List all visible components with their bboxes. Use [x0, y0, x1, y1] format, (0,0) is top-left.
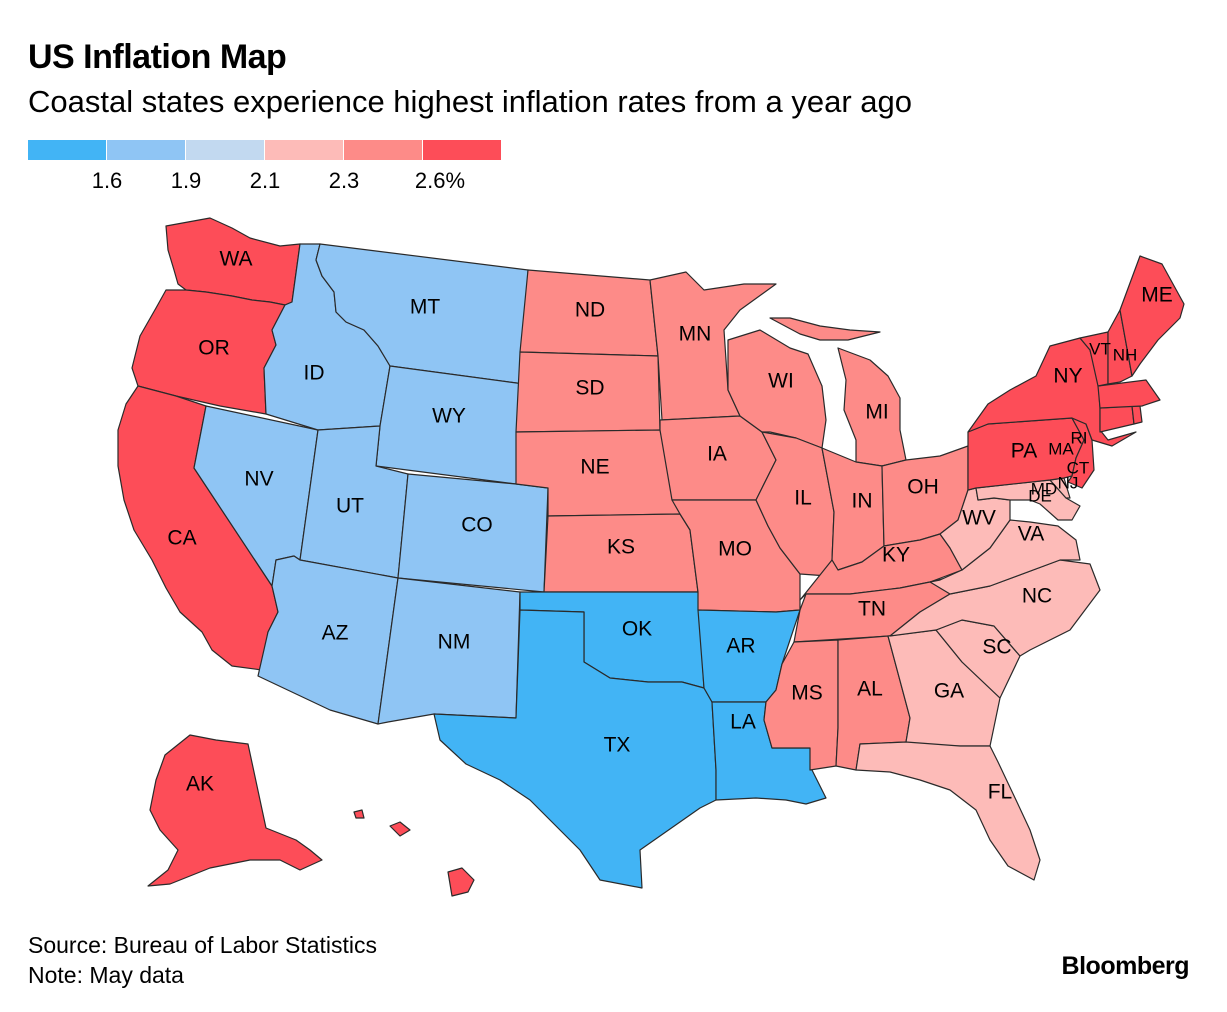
state-wy [375, 365, 525, 485]
state-label-id: ID [304, 362, 325, 385]
bloomberg-logo: Bloomberg [1061, 952, 1190, 980]
state-label-ga: GA [934, 680, 964, 703]
state-label-fl: FL [988, 781, 1013, 804]
state-label-nj: NJ [1058, 473, 1079, 492]
state-label-il: IL [794, 487, 812, 510]
state-label-ks: KS [607, 536, 635, 559]
state-label-ak: AK [186, 773, 214, 796]
state-label-mo: MO [718, 538, 752, 561]
state-label-ca: CA [167, 527, 196, 550]
state-vt [1079, 331, 1109, 387]
legend-swatch [344, 140, 423, 160]
state-fl [855, 741, 1041, 881]
us-state-map: WA OR CA NV ID MT WY UT CO AZ NM ND SD NE KS OK TX MN IA MO… [117, 217, 1185, 897]
state-label-nm: NM [438, 631, 471, 654]
legend-ticks: 1.6 1.9 2.1 2.3 2.6% [28, 160, 503, 194]
chart-title: US Inflation Map [28, 38, 287, 76]
state-ri [1131, 405, 1143, 425]
state-label-mn: MN [679, 323, 712, 346]
state-nh [1107, 309, 1133, 385]
legend-swatch [265, 140, 344, 160]
state-label-tx: TX [604, 734, 631, 757]
state-label-tn: TN [858, 598, 886, 621]
state-label-or: OR [198, 337, 230, 360]
state-label-nc: NC [1022, 585, 1052, 608]
state-label-ms: MS [791, 682, 823, 705]
state-label-vt: VT [1089, 339, 1111, 358]
state-label-al: AL [857, 678, 883, 701]
state-label-me: ME [1141, 284, 1173, 307]
state-label-wv: WV [962, 507, 996, 530]
legend-swatch [107, 140, 186, 160]
state-label-ia: IA [707, 443, 727, 466]
legend-swatch [423, 140, 502, 160]
state-label-ma: MA [1048, 439, 1074, 458]
legend-swatch [186, 140, 265, 160]
state-label-ar: AR [726, 635, 755, 658]
legend-swatch [28, 140, 107, 160]
state-label-ny: NY [1053, 365, 1082, 388]
chart-subtitle: Coastal states experience highest inflat… [28, 84, 912, 119]
legend-tick: 2.1 [249, 168, 281, 193]
legend-tick: 1.6 [91, 168, 123, 193]
state-label-de: DE [1028, 486, 1052, 505]
state-mn [649, 271, 777, 421]
states-layer [117, 217, 1185, 897]
state-label-sc: SC [982, 636, 1011, 659]
color-legend: 1.6 1.9 2.1 2.3 2.6% [28, 140, 503, 200]
state-label-md: MD [1031, 479, 1057, 498]
state-label-mt: MT [410, 296, 440, 319]
state-label-ri: RI [1071, 428, 1088, 447]
state-label-wa: WA [219, 248, 252, 271]
labels-layer: WA OR CA NV ID MT WY UT CO AZ NM ND SD NE KS OK TX MN IA MO… [167, 248, 1172, 804]
state-me [1119, 255, 1185, 377]
source-text: Source: Bureau of Labor Statistics [28, 932, 378, 958]
state-label-la: LA [730, 711, 756, 734]
state-label-nh: NH [1113, 345, 1138, 364]
state-label-ne: NE [580, 456, 609, 479]
state-tx [433, 609, 717, 889]
state-label-oh: OH [907, 476, 939, 499]
state-label-wy: WY [432, 405, 466, 428]
note-text: Note: May data [28, 962, 184, 988]
footer-notes: Source: Bureau of Labor Statistics Note:… [28, 930, 377, 990]
state-label-nv: NV [244, 468, 273, 491]
legend-bar [28, 140, 503, 160]
legend-tick: 1.9 [170, 168, 202, 193]
state-ak [147, 734, 323, 887]
state-hi [353, 809, 475, 897]
state-co [397, 473, 549, 593]
state-ma [1097, 379, 1161, 409]
state-label-sd: SD [575, 377, 604, 400]
state-label-ut: UT [336, 495, 364, 518]
state-label-ct: CT [1067, 458, 1090, 477]
state-label-nd: ND [575, 299, 605, 322]
state-label-ky: KY [882, 544, 910, 567]
legend-tick: 2.3 [328, 168, 360, 193]
state-label-mi: MI [865, 401, 888, 424]
state-label-wi: WI [768, 370, 794, 393]
state-label-ok: OK [622, 618, 652, 641]
state-label-co: CO [461, 514, 493, 537]
state-label-az: AZ [322, 622, 349, 645]
state-label-pa: PA [1011, 440, 1037, 463]
legend-tick: 2.6% [414, 168, 466, 193]
state-ct [1099, 405, 1135, 433]
state-label-in: IN [852, 490, 873, 513]
state-label-va: VA [1018, 523, 1044, 546]
